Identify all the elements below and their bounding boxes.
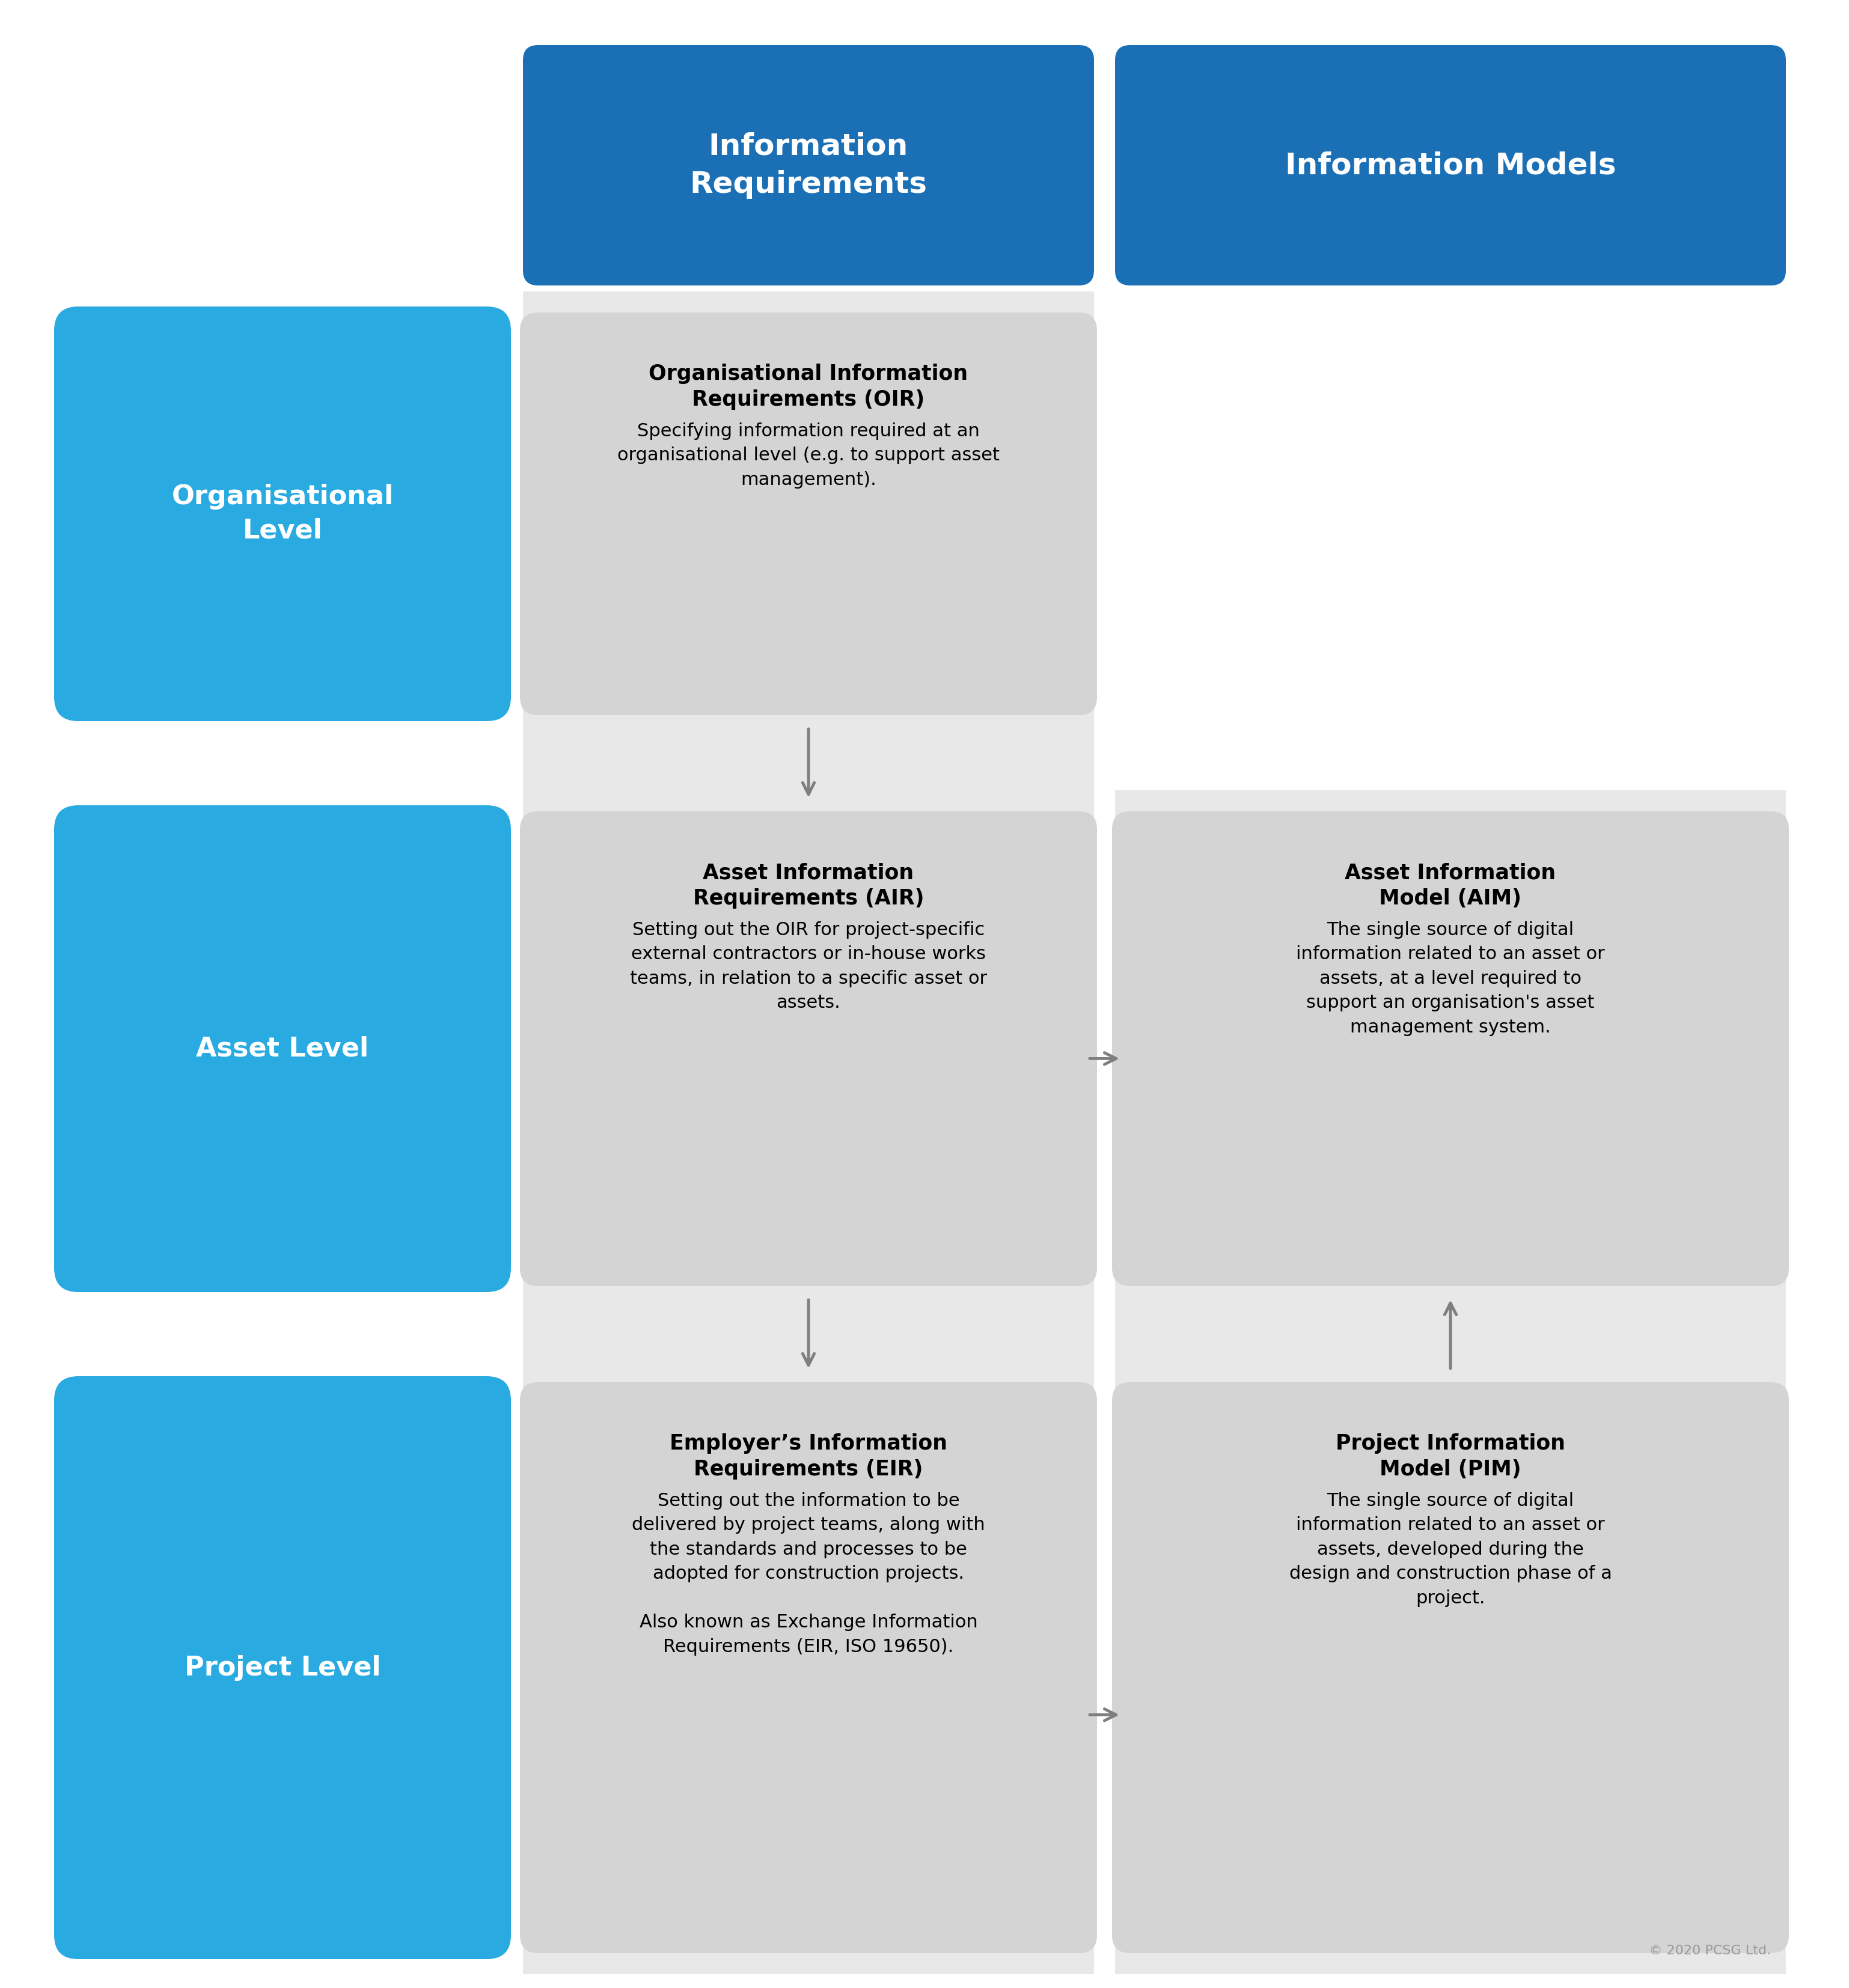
FancyBboxPatch shape — [523, 292, 1095, 1974]
Text: Information
Requirements: Information Requirements — [690, 131, 926, 199]
Text: The single source of digital
information related to an asset or
assets, at a lev: The single source of digital information… — [1296, 920, 1605, 1036]
Text: Employer’s Information
Requirements (EIR): Employer’s Information Requirements (EIR… — [669, 1433, 947, 1479]
FancyBboxPatch shape — [54, 1376, 510, 1958]
FancyBboxPatch shape — [1115, 791, 1786, 1974]
FancyBboxPatch shape — [520, 1382, 1096, 1952]
FancyBboxPatch shape — [523, 46, 1095, 286]
FancyBboxPatch shape — [1115, 46, 1786, 286]
Text: Setting out the OIR for project-specific
external contractors or in-house works
: Setting out the OIR for project-specific… — [631, 920, 987, 1012]
Text: Setting out the information to be
delivered by project teams, along with
the sta: Setting out the information to be delive… — [632, 1491, 986, 1656]
Text: Information Models: Information Models — [1285, 151, 1616, 179]
FancyBboxPatch shape — [520, 312, 1096, 716]
Text: Project Level: Project Level — [185, 1654, 381, 1680]
Text: Asset Information
Model (AIM): Asset Information Model (AIM) — [1344, 863, 1557, 909]
Text: Specifying information required at an
organisational level (e.g. to support asse: Specifying information required at an or… — [618, 421, 1000, 489]
Text: The single source of digital
information related to an asset or
assets, develope: The single source of digital information… — [1289, 1491, 1612, 1606]
FancyBboxPatch shape — [1111, 811, 1788, 1286]
Text: Project Information
Model (PIM): Project Information Model (PIM) — [1335, 1433, 1566, 1479]
FancyBboxPatch shape — [520, 811, 1096, 1286]
FancyBboxPatch shape — [1111, 1382, 1788, 1952]
FancyBboxPatch shape — [54, 306, 510, 722]
FancyBboxPatch shape — [54, 805, 510, 1292]
Text: Organisational
Level: Organisational Level — [172, 483, 394, 545]
Text: © 2020 PCSG Ltd.: © 2020 PCSG Ltd. — [1649, 1944, 1771, 1956]
Text: Asset Level: Asset Level — [196, 1036, 368, 1062]
Text: Organisational Information
Requirements (OIR): Organisational Information Requirements … — [649, 364, 969, 410]
Text: Asset Information
Requirements (AIR): Asset Information Requirements (AIR) — [693, 863, 924, 909]
